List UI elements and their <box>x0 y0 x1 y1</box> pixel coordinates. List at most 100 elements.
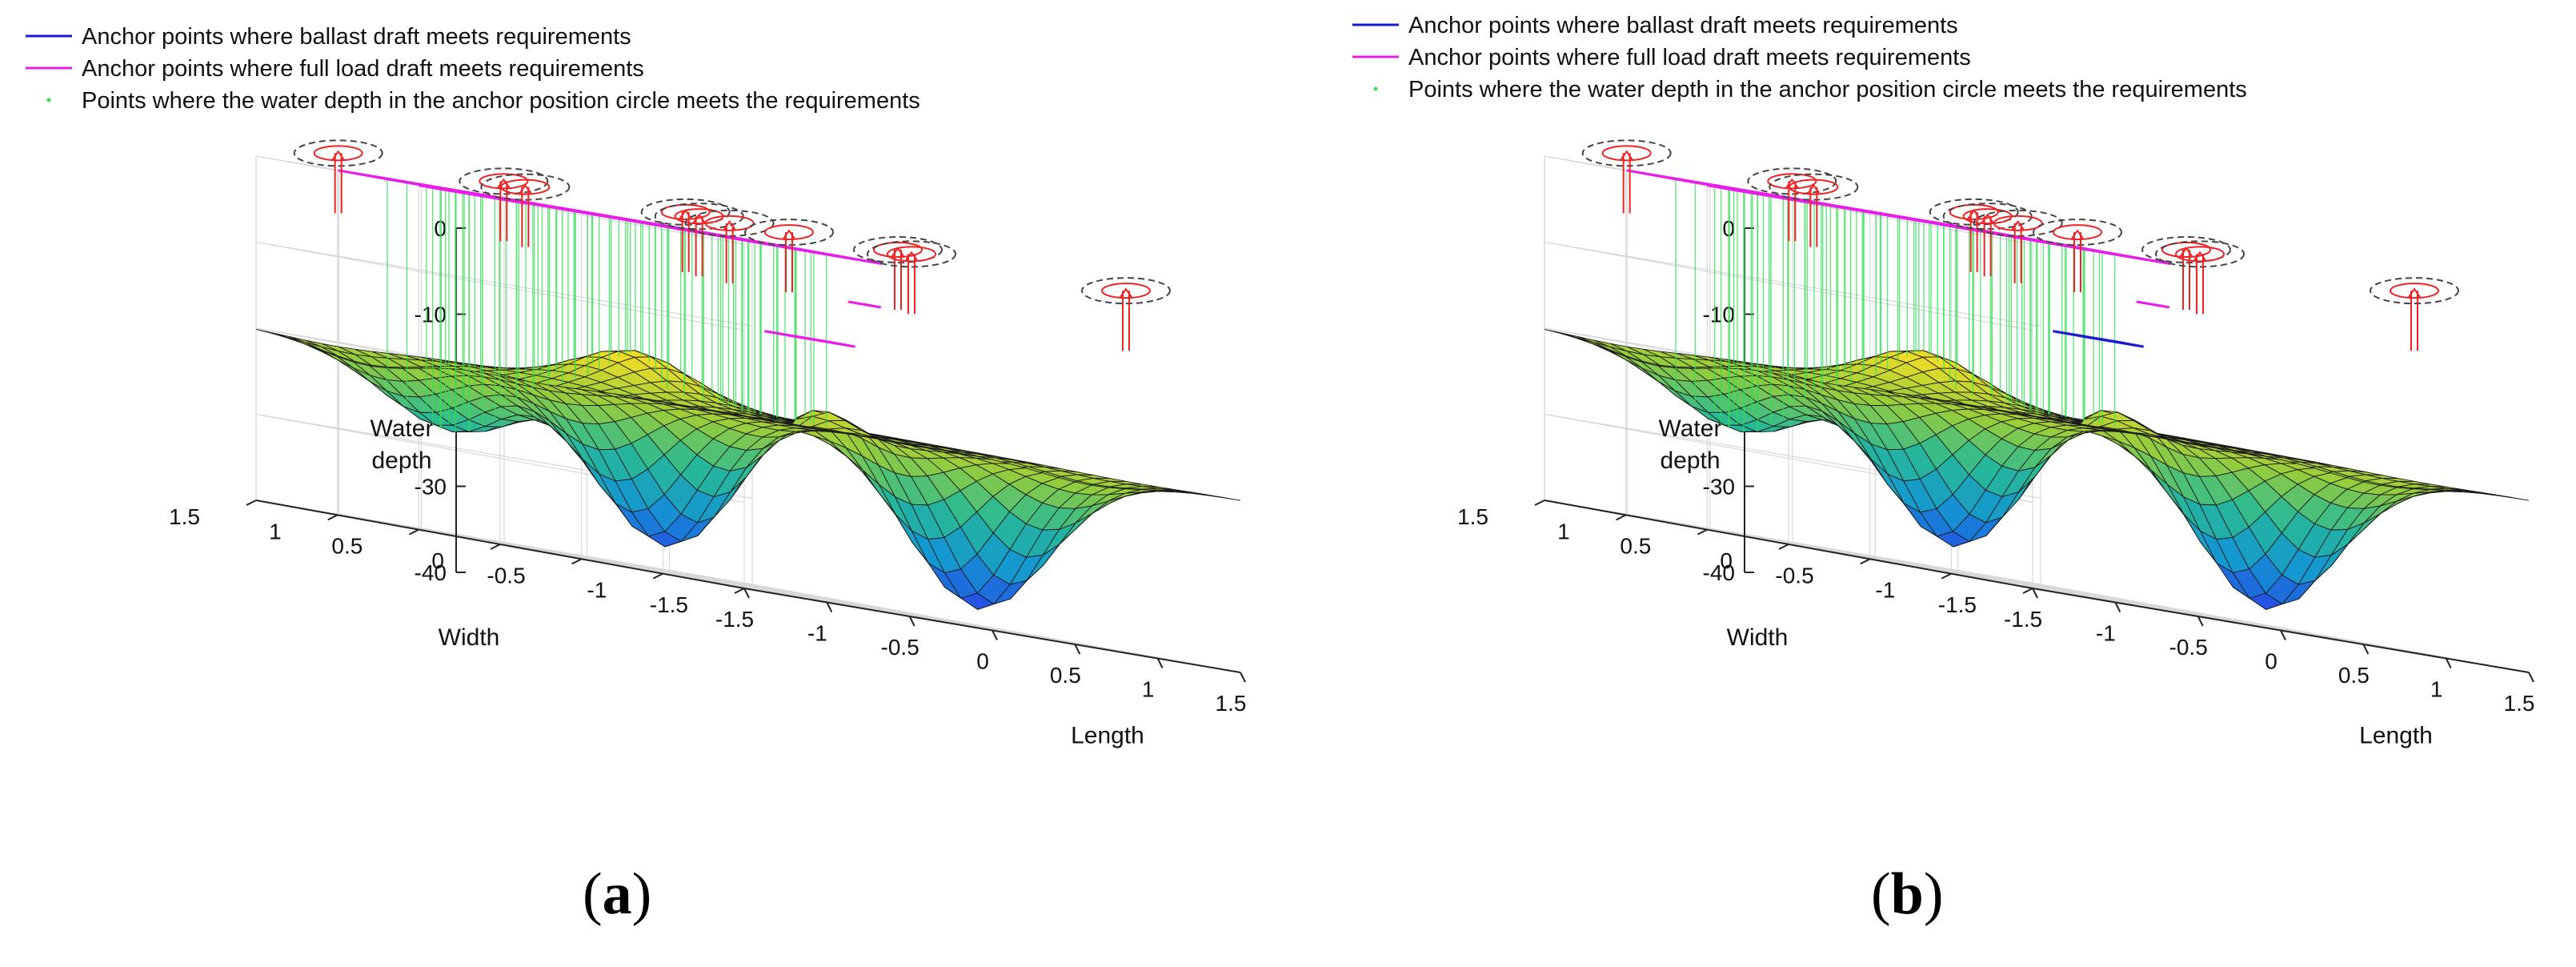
anchor-arrow-icon <box>331 150 345 160</box>
guard-circle <box>654 203 744 231</box>
anchor-arrow-icon <box>1981 213 1994 223</box>
anchor-arrow-icon <box>723 220 736 231</box>
legend-entry-ballast: Anchor points where ballast draft meets … <box>26 24 631 50</box>
anchor-circle <box>1101 283 1151 299</box>
plot-area: -40-30-20-100-1.5-1-0.500.511.5-1.5-1-0.… <box>169 139 1247 749</box>
chart-panel-b: Anchor points where ballast draft meets … <box>1288 0 2576 967</box>
anchor-arrow-icon <box>519 183 532 195</box>
length-tick-label: -1 <box>807 621 827 646</box>
requirement-regions <box>1626 169 2171 348</box>
legend-entry-ballast: Anchor points where ballast draft meets … <box>1352 13 1958 38</box>
anchor-marker <box>744 219 834 293</box>
plot-area: -40-30-20-100-1.5-1-0.500.511.5-1.5-1-0.… <box>1457 139 2535 749</box>
length-axis-label: Length <box>1071 723 1144 749</box>
length-tick-mark <box>2114 602 2121 612</box>
guard-circle <box>459 167 549 195</box>
length-tick-mark <box>826 602 833 612</box>
length-tick-label: -1 <box>2096 621 2116 646</box>
guard-circle <box>2370 277 2459 305</box>
chart-panel-a: Anchor points where ballast draft meets … <box>26 24 1247 927</box>
legend-label-ballast: Anchor points where ballast draft meets … <box>82 24 631 50</box>
width-tick-mark <box>571 558 583 565</box>
legend-entry-water_depth: Points where the water depth in the anch… <box>46 88 920 114</box>
legend-label-water_depth: Points where the water depth in the anch… <box>82 88 920 114</box>
length-tick-label: -0.5 <box>881 635 919 660</box>
anchor-arrow-icon <box>2193 251 2206 261</box>
legend-swatch-water_depth <box>1373 86 1378 91</box>
length-tick-label: 1.5 <box>1216 691 1247 716</box>
length-tick-label: 0 <box>976 649 989 674</box>
width-tick-label: 0 <box>1720 548 1733 573</box>
width-tick-label: 1.5 <box>1457 504 1488 529</box>
length-tick-mark <box>1156 658 1164 668</box>
width-tick-mark <box>652 572 663 580</box>
guard-circle <box>1973 209 2063 237</box>
legend-entry-water_depth: Points where the water depth in the anch… <box>1373 77 2247 102</box>
anchor-arrow-icon <box>1785 178 1799 188</box>
length-tick-mark <box>2362 644 2370 655</box>
surface-chart-a: Anchor points where ballast draft meets … <box>26 24 1247 749</box>
length-tick-mark <box>2445 658 2452 668</box>
guard-circle <box>684 209 775 237</box>
depth-tick-label: -10 <box>1703 303 1735 327</box>
legend-swatch-water_depth <box>46 98 51 102</box>
width-axis-label: Width <box>1727 624 1789 651</box>
guard-circle <box>1581 139 1672 167</box>
depth-tick-label: -30 <box>415 475 447 500</box>
legend-label-ballast: Anchor points where ballast draft meets … <box>1408 13 1958 38</box>
ballast-patch-center <box>2053 330 2144 348</box>
width-tick-mark <box>246 500 257 506</box>
anchor-circle <box>500 179 551 195</box>
anchor-arrow-icon <box>1620 150 1633 160</box>
anchor-circle <box>313 145 363 162</box>
guard-circle <box>1769 173 1859 201</box>
anchor-circle <box>887 246 936 263</box>
width-tick-label: -1.5 <box>1938 592 1977 617</box>
length-tick-mark <box>992 630 998 640</box>
depth-tick-label: -40 <box>415 560 447 585</box>
anchor-arrow-icon <box>1807 183 1821 195</box>
anchor-markers <box>293 139 1171 351</box>
depth-tick-label: -40 <box>1703 560 1735 585</box>
guard-circle <box>2141 236 2231 263</box>
depth-tick-label: -30 <box>1703 475 1735 500</box>
legend: Anchor points where ballast draft meets … <box>26 24 920 114</box>
depth-tick-label: -10 <box>415 303 447 327</box>
width-tick-label: 1 <box>1557 519 1570 544</box>
water-depth-points <box>1675 179 2116 432</box>
legend: Anchor points where ballast draft meets … <box>1352 13 2247 102</box>
guard-circle <box>853 236 943 263</box>
anchor-markers <box>1581 139 2459 351</box>
water-depth-points <box>387 179 827 432</box>
width-tick-mark <box>408 528 419 536</box>
width-tick-mark <box>1534 500 1545 506</box>
width-tick-mark <box>490 544 501 550</box>
panel-label-a: (a) <box>583 861 652 927</box>
width-tick-mark <box>2022 588 2033 594</box>
length-tick-mark <box>743 588 750 599</box>
anchor-marker <box>867 240 956 315</box>
surface-chart-b: Anchor points where ballast draft meets … <box>1352 13 2535 749</box>
anchor-marker <box>1581 139 1672 214</box>
full-load-patch-center <box>764 330 855 348</box>
width-tick-label: 0 <box>431 548 444 573</box>
full-load-patch-right <box>2136 300 2170 309</box>
anchor-arrow-icon <box>2071 229 2084 239</box>
guard-circle <box>2033 219 2122 247</box>
width-tick-label: 0.5 <box>1620 534 1651 559</box>
anchor-arrow-icon <box>783 229 795 239</box>
length-tick-label: 1.5 <box>2504 691 2535 716</box>
length-tick-label: -1.5 <box>2004 607 2042 632</box>
width-axis-label: Width <box>439 624 500 651</box>
depth-axis-label-line2: depth <box>1660 447 1720 474</box>
width-tick-mark <box>1860 558 1871 565</box>
width-tick-label: 1 <box>269 519 282 544</box>
anchor-circle <box>1601 145 1652 162</box>
width-tick-label: -1 <box>1875 578 1895 603</box>
anchor-marker <box>1769 173 1859 247</box>
length-tick-mark <box>2280 630 2286 640</box>
length-tick-label: 0.5 <box>1050 663 1081 688</box>
width-tick-label: -0.5 <box>487 563 525 588</box>
anchor-marker <box>480 173 571 247</box>
anchor-circle <box>704 215 755 231</box>
